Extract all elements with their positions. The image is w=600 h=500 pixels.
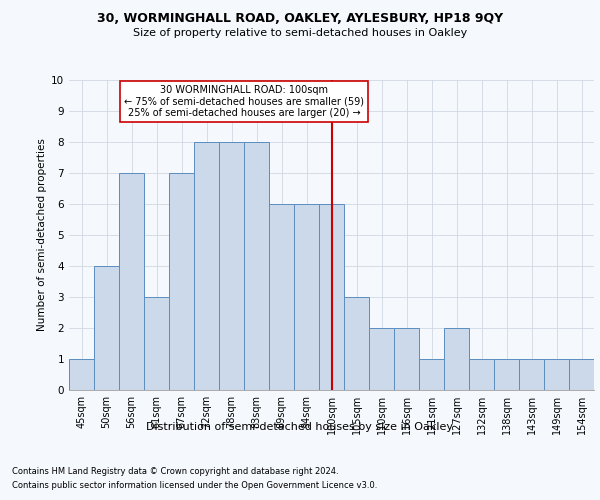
Bar xyxy=(569,359,594,390)
Bar xyxy=(144,297,169,390)
Bar xyxy=(219,142,244,390)
Bar xyxy=(419,359,444,390)
Bar xyxy=(444,328,469,390)
Bar xyxy=(94,266,119,390)
Bar xyxy=(394,328,419,390)
Text: Distribution of semi-detached houses by size in Oakley: Distribution of semi-detached houses by … xyxy=(146,422,454,432)
Bar xyxy=(69,359,94,390)
Bar xyxy=(519,359,544,390)
Text: Contains HM Land Registry data © Crown copyright and database right 2024.: Contains HM Land Registry data © Crown c… xyxy=(12,468,338,476)
Bar xyxy=(294,204,319,390)
Bar xyxy=(194,142,219,390)
Y-axis label: Number of semi-detached properties: Number of semi-detached properties xyxy=(37,138,47,332)
Text: Size of property relative to semi-detached houses in Oakley: Size of property relative to semi-detach… xyxy=(133,28,467,38)
Text: 30, WORMINGHALL ROAD, OAKLEY, AYLESBURY, HP18 9QY: 30, WORMINGHALL ROAD, OAKLEY, AYLESBURY,… xyxy=(97,12,503,26)
Bar xyxy=(369,328,394,390)
Bar xyxy=(469,359,494,390)
Text: 30 WORMINGHALL ROAD: 100sqm
← 75% of semi-detached houses are smaller (59)
25% o: 30 WORMINGHALL ROAD: 100sqm ← 75% of sem… xyxy=(124,84,364,118)
Bar xyxy=(244,142,269,390)
Bar xyxy=(319,204,344,390)
Bar xyxy=(269,204,294,390)
Bar xyxy=(544,359,569,390)
Bar xyxy=(494,359,519,390)
Bar xyxy=(344,297,369,390)
Bar xyxy=(169,173,194,390)
Bar xyxy=(119,173,144,390)
Text: Contains public sector information licensed under the Open Government Licence v3: Contains public sector information licen… xyxy=(12,481,377,490)
